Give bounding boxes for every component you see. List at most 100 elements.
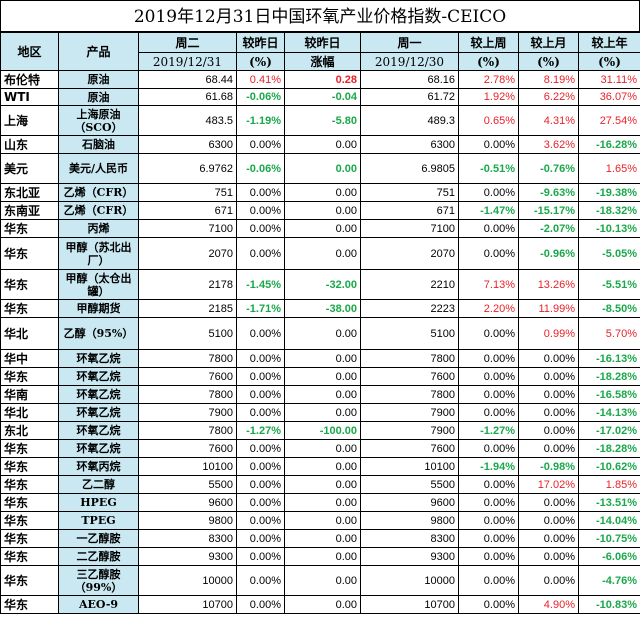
month-change-cell: 0.00%: [518, 421, 579, 440]
table-row: 华东 环氧乙烷 7600 0.00% 0.00 7600 0.00% 0.00% -18.28%: [0, 439, 640, 458]
product-cell: 环氧乙烷: [58, 367, 139, 386]
week-change-cell: -0.51%: [458, 153, 519, 184]
year-change-cell: -13.51%: [578, 493, 640, 512]
product-cell: 甲醇（太仓出罐）: [58, 269, 139, 300]
day-change-pct-cell: 0.00%: [236, 439, 285, 458]
year-change-cell: -5.51%: [578, 269, 640, 300]
mon-price-cell: 10000: [360, 565, 459, 596]
header-mon: 周一: [360, 32, 459, 53]
table-row: 东北亚 乙烯（CFR） 751 0.00% 0.00 751 0.00% -9.63% -19.…: [0, 183, 640, 202]
day-change-pct-cell: -1.27%: [236, 421, 285, 440]
product-cell: AEO-9: [58, 595, 139, 614]
header-tue: 周二: [138, 32, 237, 53]
week-change-cell: 0.00%: [458, 349, 519, 368]
product-cell: 三乙醇胺（99%）: [58, 565, 139, 596]
tue-price-cell: 10100: [138, 457, 237, 476]
day-change-pct-cell: 0.00%: [236, 595, 285, 614]
tue-price-cell: 751: [138, 183, 237, 202]
week-change-cell: 7.13%: [458, 269, 519, 300]
product-cell: 环氧乙烷: [58, 403, 139, 422]
week-change-cell: 0.00%: [458, 595, 519, 614]
year-change-cell: -18.28%: [578, 367, 640, 386]
week-change-cell: 0.65%: [458, 105, 519, 136]
week-change-cell: -1.27%: [458, 421, 519, 440]
product-cell: 甲醇（苏北出厂）: [58, 237, 139, 270]
table-row: 华东 环氧丙烷 10100 0.00% 0.00 10100 -1.94% -0.98% -10…: [0, 457, 640, 476]
year-change-cell: -10.62%: [578, 457, 640, 476]
product-cell: 丙烯: [58, 219, 139, 238]
month-change-cell: 0.00%: [518, 385, 579, 404]
month-change-cell: 0.00%: [518, 367, 579, 386]
header-vs-prev-day-abs: 较昨日: [284, 32, 361, 53]
tue-price-cell: 7900: [138, 403, 237, 422]
year-change-cell: -4.76%: [578, 565, 640, 596]
month-change-cell: 4.90%: [518, 595, 579, 614]
region-cell: 东南亚: [0, 201, 59, 220]
table-row: 华北 乙醇（95%） 5100 0.00% 0.00 5100 0.00% 0.99% 5.70…: [0, 317, 640, 350]
region-cell: 华东: [0, 475, 59, 494]
price-index-table: 地区 产品 周二 较昨日 较昨日 周一 较上周 较上月 较上年 2019/12/…: [0, 32, 640, 614]
table-row: 华东 环氧乙烷 7600 0.00% 0.00 7600 0.00% 0.00% -18.28%: [0, 367, 640, 386]
product-cell: 环氧丙烷: [58, 457, 139, 476]
product-cell: 上海原油（SCO）: [58, 105, 139, 136]
mon-price-cell: 9300: [360, 547, 459, 566]
day-change-abs-cell: 0.00: [284, 547, 361, 566]
day-change-abs-cell: 0.00: [284, 511, 361, 530]
month-change-cell: -9.63%: [518, 183, 579, 202]
region-cell: 华南: [0, 385, 59, 404]
year-change-cell: 31.11%: [578, 70, 640, 89]
day-change-pct-cell: 0.00%: [236, 367, 285, 386]
region-cell: 华东: [0, 457, 59, 476]
year-change-cell: 1.85%: [578, 475, 640, 494]
day-change-abs-cell: 0.00: [284, 135, 361, 154]
week-change-cell: 0.00%: [458, 237, 519, 270]
tue-price-cell: 61.68: [138, 88, 237, 106]
product-cell: 一乙醇胺: [58, 529, 139, 548]
day-change-pct-cell: -1.45%: [236, 269, 285, 300]
month-change-cell: 8.19%: [518, 70, 579, 89]
week-change-cell: 0.00%: [458, 439, 519, 458]
day-change-pct-cell: 0.00%: [236, 201, 285, 220]
month-change-cell: 0.00%: [518, 565, 579, 596]
day-change-pct-cell: -0.06%: [236, 153, 285, 184]
table-row: 华东 丙烯 7100 0.00% 0.00 7100 0.00% -2.07% -10.13%: [0, 219, 640, 238]
day-change-pct-cell: 0.00%: [236, 349, 285, 368]
product-cell: 美元/人民币: [58, 153, 139, 184]
table-row: 华北 环氧乙烷 7900 0.00% 0.00 7900 0.00% 0.00% -14.13%: [0, 403, 640, 422]
week-change-cell: 0.00%: [458, 565, 519, 596]
day-change-abs-cell: 0.28: [284, 70, 361, 89]
tue-price-cell: 10000: [138, 565, 237, 596]
product-cell: 原油: [58, 70, 139, 89]
product-cell: 环氧乙烷: [58, 385, 139, 404]
day-change-abs-cell: 0.00: [284, 565, 361, 596]
tue-price-cell: 2178: [138, 269, 237, 300]
table-row: 山东 石脑油 6300 0.00% 0.00 6300 0.00% 3.62% -16.28%: [0, 135, 640, 154]
day-change-pct-cell: 0.41%: [236, 70, 285, 89]
year-change-cell: 5.70%: [578, 317, 640, 350]
day-change-abs-cell: 0.00: [284, 475, 361, 494]
week-change-cell: 0.00%: [458, 529, 519, 548]
header-product: 产品: [58, 32, 139, 71]
tue-price-cell: 7100: [138, 219, 237, 238]
table-row: WTI 原油 61.68 -0.06% -0.04 61.72 1.92% 6.22% 36.0…: [0, 88, 640, 106]
table-row: 华东 甲醇期货 2185 -1.71% -38.00 2223 2.20% 11.99% -8.…: [0, 299, 640, 318]
tue-price-cell: 8300: [138, 529, 237, 548]
day-change-abs-cell: 0.00: [284, 439, 361, 458]
region-cell: 布伦特: [0, 70, 59, 89]
day-change-pct-cell: 0.00%: [236, 457, 285, 476]
day-change-abs-cell: 0.00: [284, 367, 361, 386]
year-change-cell: -10.75%: [578, 529, 640, 548]
table-row: 华东 二乙醇胺 9300 0.00% 0.00 9300 0.00% 0.00% -6.06%: [0, 547, 640, 566]
day-change-pct-cell: 0.00%: [236, 219, 285, 238]
region-cell: 华东: [0, 219, 59, 238]
week-change-cell: 0.00%: [458, 511, 519, 530]
tue-price-cell: 7600: [138, 439, 237, 458]
mon-price-cell: 5100: [360, 317, 459, 350]
mon-price-cell: 2223: [360, 299, 459, 318]
year-change-cell: 1.65%: [578, 153, 640, 184]
region-cell: 东北亚: [0, 183, 59, 202]
mon-price-cell: 751: [360, 183, 459, 202]
month-change-cell: -0.96%: [518, 237, 579, 270]
table-row: 华东 乙二醇 5500 0.00% 0.00 5500 0.00% 17.02% 1.85%: [0, 475, 640, 494]
region-cell: 华东: [0, 595, 59, 614]
